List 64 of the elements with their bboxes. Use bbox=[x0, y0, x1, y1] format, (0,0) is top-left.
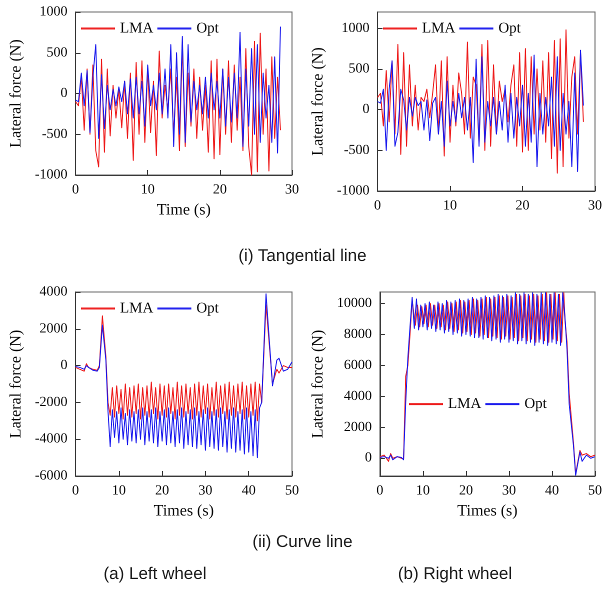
y-tick-label: -6000 bbox=[34, 468, 68, 484]
text: (i) Tangential line bbox=[237, 246, 368, 266]
x-tick-label: 20 bbox=[458, 484, 473, 498]
y-tick-label: 4000 bbox=[344, 388, 372, 404]
x-tick-label: 30 bbox=[502, 484, 516, 498]
text: (b) Right wheel bbox=[396, 564, 514, 584]
y-tick-label: 10000 bbox=[336, 296, 372, 312]
y-tick-label: -4000 bbox=[34, 432, 68, 447]
x-axis-title: Time (s) bbox=[156, 201, 211, 218]
x-tick-label: 10 bbox=[443, 198, 458, 214]
y-tick-label: -2000 bbox=[34, 394, 68, 410]
legend-label: Opt bbox=[524, 396, 548, 412]
y-axis-title: Lateral force (N) bbox=[310, 47, 326, 156]
y-axis-title: Lateral force (N) bbox=[310, 330, 326, 438]
x-tick-label: 50 bbox=[285, 484, 299, 498]
text: (a) Left wheel bbox=[102, 564, 208, 584]
x-tick-label: 0 bbox=[72, 484, 80, 498]
y-tick-label: 2000 bbox=[344, 420, 372, 435]
x-tick-label: 20 bbox=[212, 182, 227, 198]
legend-label: Opt bbox=[196, 300, 220, 316]
x-tick-label: 0 bbox=[72, 182, 80, 198]
legend-label: LMA bbox=[448, 396, 482, 412]
y-tick-label: 0 bbox=[364, 450, 372, 466]
y-tick-label: -1000 bbox=[336, 184, 370, 198]
x-tick-label: 20 bbox=[155, 484, 170, 498]
x-tick-label: 0 bbox=[376, 484, 384, 498]
y-tick-label: 4000 bbox=[40, 284, 68, 300]
x-tick-label: 10 bbox=[416, 484, 430, 498]
y-tick-label: 6000 bbox=[344, 358, 372, 373]
y-tick-label: 2000 bbox=[40, 321, 68, 336]
y-tick-label: 0 bbox=[60, 358, 68, 374]
x-tick-label: 0 bbox=[374, 198, 382, 214]
y-tick-label: 1000 bbox=[342, 20, 370, 36]
x-tick-label: 50 bbox=[588, 484, 602, 498]
x-tick-label: 40 bbox=[544, 484, 559, 498]
x-tick-label: 30 bbox=[198, 484, 212, 498]
text: (ii) Curve line bbox=[251, 532, 354, 552]
y-tick-label: -500 bbox=[42, 126, 68, 142]
y-tick-label: 0 bbox=[60, 86, 68, 101]
y-tick-label: 500 bbox=[46, 45, 68, 60]
y-tick-label: 8000 bbox=[344, 327, 372, 342]
x-tick-label: 10 bbox=[112, 484, 126, 498]
y-tick-label: -500 bbox=[344, 142, 370, 158]
y-tick-label: 1000 bbox=[40, 4, 68, 20]
line-series bbox=[75, 304, 292, 422]
legend-label: LMA bbox=[422, 20, 456, 36]
y-axis-title: Lateral force (N) bbox=[8, 39, 24, 148]
legend-label: Opt bbox=[196, 20, 220, 36]
x-tick-label: 40 bbox=[242, 484, 256, 498]
legend-label: LMA bbox=[120, 300, 154, 316]
legend-label: LMA bbox=[120, 20, 154, 36]
x-tick-label: 30 bbox=[285, 182, 299, 198]
x-tick-label: 20 bbox=[516, 198, 530, 214]
x-tick-label: 30 bbox=[588, 198, 602, 214]
x-axis-title: Times (s) bbox=[154, 502, 214, 520]
y-tick-label: 500 bbox=[348, 61, 370, 76]
line-series bbox=[377, 50, 584, 172]
x-axis-title: Times (s) bbox=[457, 502, 518, 520]
legend-label: Opt bbox=[498, 20, 522, 36]
y-axis-title: Lateral force (N) bbox=[8, 330, 24, 438]
x-tick-label: 10 bbox=[140, 182, 155, 198]
y-tick-label: 0 bbox=[362, 102, 370, 118]
y-tick-label: -1000 bbox=[34, 168, 68, 182]
line-series bbox=[75, 293, 292, 458]
